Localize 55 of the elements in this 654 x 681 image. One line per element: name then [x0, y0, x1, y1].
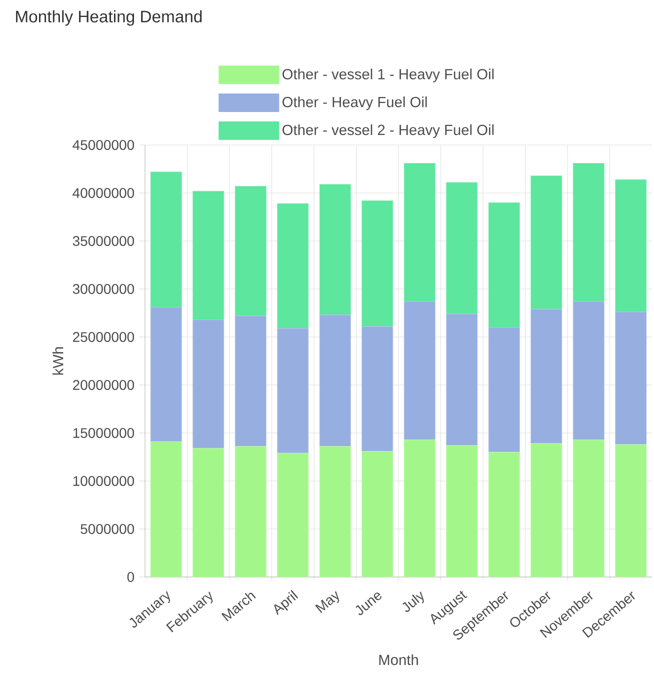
y-tick-label: 25000000: [73, 332, 134, 342]
x-tick-label: May: [315, 591, 340, 613]
bar: [530, 175, 562, 310]
bar: [530, 308, 562, 444]
bar: [362, 326, 394, 452]
bar: [277, 452, 309, 577]
bar: [150, 306, 182, 442]
bar: [319, 314, 351, 447]
y-tick-label: 0: [127, 572, 134, 582]
bar: [572, 162, 604, 302]
bar: [446, 314, 478, 446]
y-tick-label: 10000000: [73, 476, 134, 486]
bar: [150, 441, 182, 577]
chart-title: Monthly Heating Demand: [16, 10, 202, 26]
bar: [150, 172, 182, 308]
bar: [234, 316, 266, 447]
x-tick-label: June: [356, 592, 382, 616]
y-axis-title: kWh: [52, 347, 64, 375]
y-tick-label: 20000000: [73, 380, 134, 390]
bar: [277, 328, 309, 454]
bar: [234, 446, 266, 577]
bar: [362, 450, 394, 577]
y-tick-label: 15000000: [73, 428, 134, 438]
legend-label: Other - vessel 1 - Heavy Fuel Oil: [282, 68, 494, 82]
bar: [192, 448, 224, 577]
y-tick-label: 5000000: [80, 524, 134, 534]
bar: [319, 446, 351, 577]
bar: [277, 203, 309, 329]
legend-label: Other - vessel 2 - Heavy Fuel Oil: [282, 124, 494, 138]
bar: [404, 439, 436, 577]
bar: [446, 445, 478, 577]
bar: [615, 444, 647, 577]
y-tick-label: 30000000: [72, 284, 134, 294]
bar: [404, 301, 436, 440]
bar: [615, 179, 647, 312]
bar: [234, 186, 266, 316]
y-tick-label: 40000000: [72, 188, 134, 198]
bar: [488, 452, 520, 577]
bar: [192, 190, 224, 320]
y-tick-label: 45000000: [72, 140, 134, 150]
bar: [446, 182, 478, 314]
bar: [488, 202, 520, 328]
bar: [192, 319, 224, 449]
bar: [572, 301, 604, 440]
legend-label: Other - Heavy Fuel Oil: [282, 96, 427, 110]
bar: [319, 184, 351, 316]
bar: [362, 200, 394, 327]
bar: [404, 162, 436, 302]
bar: [572, 439, 604, 577]
bar: [488, 327, 520, 452]
x-tick-label: July: [402, 591, 424, 612]
bar: [615, 312, 647, 445]
y-tick-label: 35000000: [72, 236, 134, 246]
x-axis-title: Month: [379, 654, 418, 666]
bar: [530, 443, 562, 577]
